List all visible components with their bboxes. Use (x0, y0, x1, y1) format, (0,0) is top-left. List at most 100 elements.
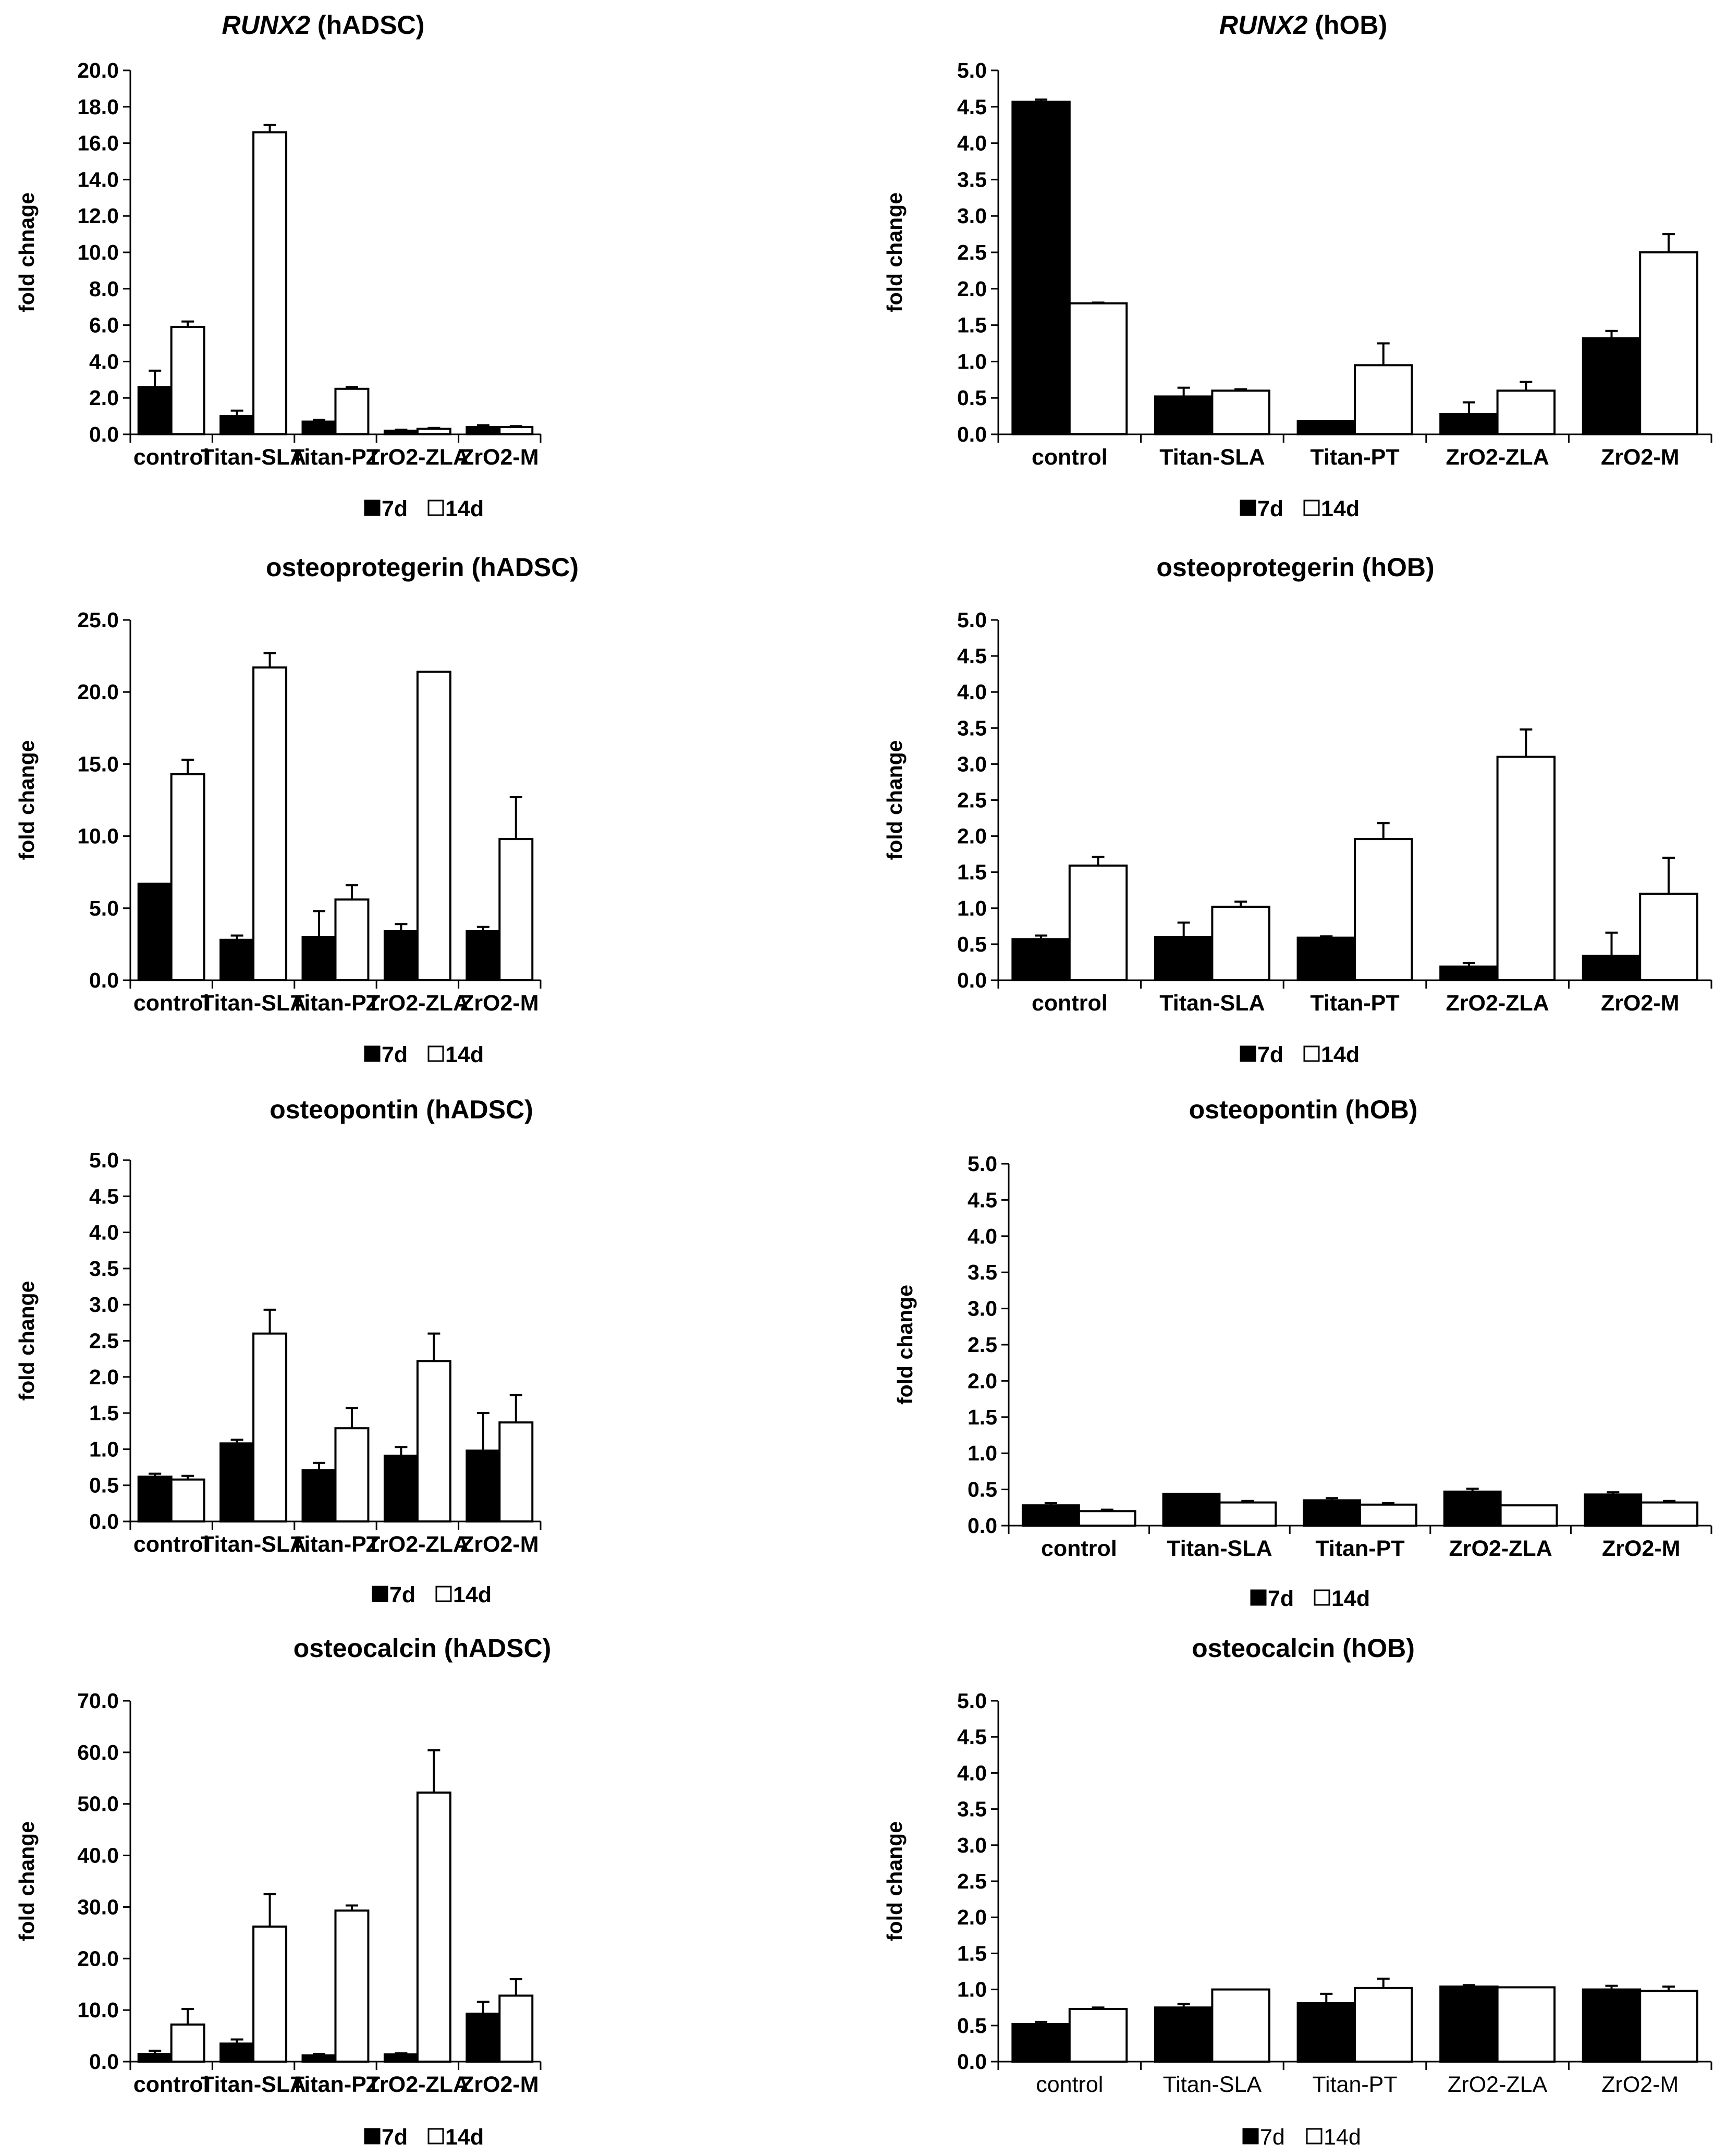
y-axis-label: fold change (883, 1821, 907, 1941)
chart-panel-5: osteopontin (hADSC)fold change0.00.51.01… (15, 1095, 541, 1607)
bar-14d-Titan-PT (1355, 839, 1412, 980)
y-tick-label: 0.5 (957, 2014, 987, 2038)
y-tick-label: 20.0 (77, 1946, 119, 1970)
y-axis-label: fold change (15, 1821, 39, 1941)
bar-7d-ZrO2-ZLA (385, 431, 418, 434)
y-tick-label: 5.0 (89, 1148, 119, 1172)
x-tick-label: Titan-SLA (201, 1532, 306, 1557)
bar-7d-ZrO2-M (467, 427, 499, 434)
bar-14d-control (172, 1480, 204, 1521)
bar-14d-control (172, 774, 204, 980)
bar-7d-ZrO2-ZLA (1445, 1492, 1501, 1526)
y-tick-label: 12.0 (77, 204, 119, 228)
legend-label-14d: 14d (445, 496, 484, 521)
y-tick-label: 1.0 (89, 1437, 119, 1461)
legend: 7d 14d (1241, 496, 1360, 521)
legend-label-7d: 7d (382, 1042, 408, 1067)
legend-swatch-14d (1307, 2129, 1321, 2143)
y-tick-label: 2.0 (89, 1365, 119, 1389)
legend: 7d 14d (1241, 1042, 1360, 1067)
legend-label-7d: 7d (382, 2125, 408, 2150)
y-tick-label: 3.0 (968, 1297, 997, 1321)
bar-14d-Titan-SLA (1212, 907, 1269, 980)
y-axis-label: fold change (883, 192, 907, 312)
y-tick-label: 4.5 (957, 95, 987, 119)
bar-14d-control (172, 327, 204, 434)
x-tick-label: Titan-PT (1315, 1536, 1404, 1561)
chart-title: osteoprotegerin (hOB) (1156, 553, 1434, 582)
chart-panel-8: osteocalcin (hOB)fold change0.00.51.01.5… (883, 1634, 1711, 2150)
y-tick-label: 25.0 (77, 608, 119, 632)
x-tick-label: Titan-SLA (1159, 445, 1265, 470)
bar-7d-control (1012, 2024, 1069, 2062)
x-tick-label: control (133, 445, 210, 470)
bar-14d-Titan-PT (336, 1428, 369, 1521)
bar-14d-Titan-PT (1360, 1505, 1416, 1526)
y-tick-label: 20.0 (77, 58, 119, 82)
legend-swatch-7d (1241, 501, 1255, 515)
legend-swatch-14d (1304, 501, 1319, 515)
y-tick-label: 15.0 (77, 752, 119, 776)
bar-7d-Titan-SLA (221, 940, 253, 980)
bar-7d-Titan-PT (1298, 421, 1355, 434)
bar-14d-ZrO2-M (499, 427, 532, 434)
bar-7d-ZrO2-ZLA (1440, 1987, 1497, 2062)
y-tick-label: 10.0 (77, 240, 119, 264)
bar-14d-Titan-SLA (1219, 1503, 1276, 1526)
bar-14d-ZrO2-ZLA (418, 429, 450, 434)
bar-7d-Titan-PT (303, 422, 336, 434)
bar-14d-control (1079, 1511, 1135, 1526)
y-tick-label: 0.0 (957, 968, 987, 992)
y-axis-label: fold change (893, 1285, 917, 1405)
legend-swatch-7d (1243, 2129, 1258, 2143)
bar-7d-ZrO2-M (467, 931, 499, 980)
legend-swatch-14d (1304, 1046, 1319, 1061)
y-tick-label: 2.5 (957, 240, 987, 264)
legend-label-7d: 7d (382, 496, 408, 521)
bar-7d-Titan-PT (303, 2055, 336, 2062)
y-tick-label: 0.0 (89, 2050, 119, 2074)
y-tick-label: 0.0 (968, 1514, 997, 1538)
bar-7d-Titan-SLA (1155, 396, 1212, 434)
y-tick-label: 0.5 (968, 1478, 997, 1502)
bar-7d-Titan-SLA (1155, 2007, 1212, 2062)
legend-swatch-14d (1315, 1590, 1329, 1605)
x-tick-label: ZrO2-ZLA (1449, 1536, 1552, 1561)
bar-14d-control (1070, 866, 1127, 980)
bar-14d-ZrO2-ZLA (1498, 391, 1554, 434)
bar-14d-ZrO2-ZLA (1498, 757, 1554, 980)
y-tick-label: 2.5 (957, 788, 987, 812)
x-tick-label: Titan-SLA (201, 991, 306, 1016)
x-tick-label: Titan-SLA (1159, 991, 1265, 1016)
y-tick-label: 2.0 (957, 277, 987, 301)
bar-7d-ZrO2-M (1583, 956, 1640, 980)
x-tick-label: control (133, 991, 210, 1016)
y-tick-label: 50.0 (77, 1792, 119, 1816)
bar-14d-control (1070, 2009, 1127, 2062)
bar-14d-Titan-SLA (253, 1334, 286, 1521)
y-tick-label: 30.0 (77, 1895, 119, 1919)
y-tick-label: 5.0 (968, 1152, 997, 1176)
y-tick-label: 0.0 (89, 968, 119, 992)
bar-7d-control (139, 2054, 172, 2062)
legend-swatch-14d (429, 501, 443, 515)
legend-swatch-7d (365, 1046, 380, 1061)
bar-7d-ZrO2-M (1585, 1494, 1641, 1526)
bar-7d-control (139, 1477, 172, 1521)
x-tick-label: ZrO2-M (1601, 991, 1680, 1016)
legend-label-7d: 7d (389, 1582, 415, 1607)
legend-swatch-14d (429, 2129, 443, 2143)
y-tick-label: 0.5 (89, 1473, 119, 1497)
bar-7d-ZrO2-ZLA (385, 931, 418, 980)
y-tick-label: 0.5 (957, 932, 987, 956)
legend: 7d 14d (365, 2125, 484, 2150)
legend-swatch-7d (365, 2129, 380, 2143)
x-tick-label: Titan-SLA (201, 2072, 306, 2097)
y-tick-label: 10.0 (77, 824, 119, 848)
y-tick-label: 2.0 (968, 1369, 997, 1393)
legend-label-14d: 14d (1324, 2125, 1361, 2150)
x-tick-label: ZrO2-M (460, 445, 539, 470)
bar-14d-ZrO2-M (1640, 1991, 1697, 2062)
chart-title-rest: (hADSC) (310, 10, 424, 40)
x-tick-label: ZrO2-M (1602, 1536, 1681, 1561)
